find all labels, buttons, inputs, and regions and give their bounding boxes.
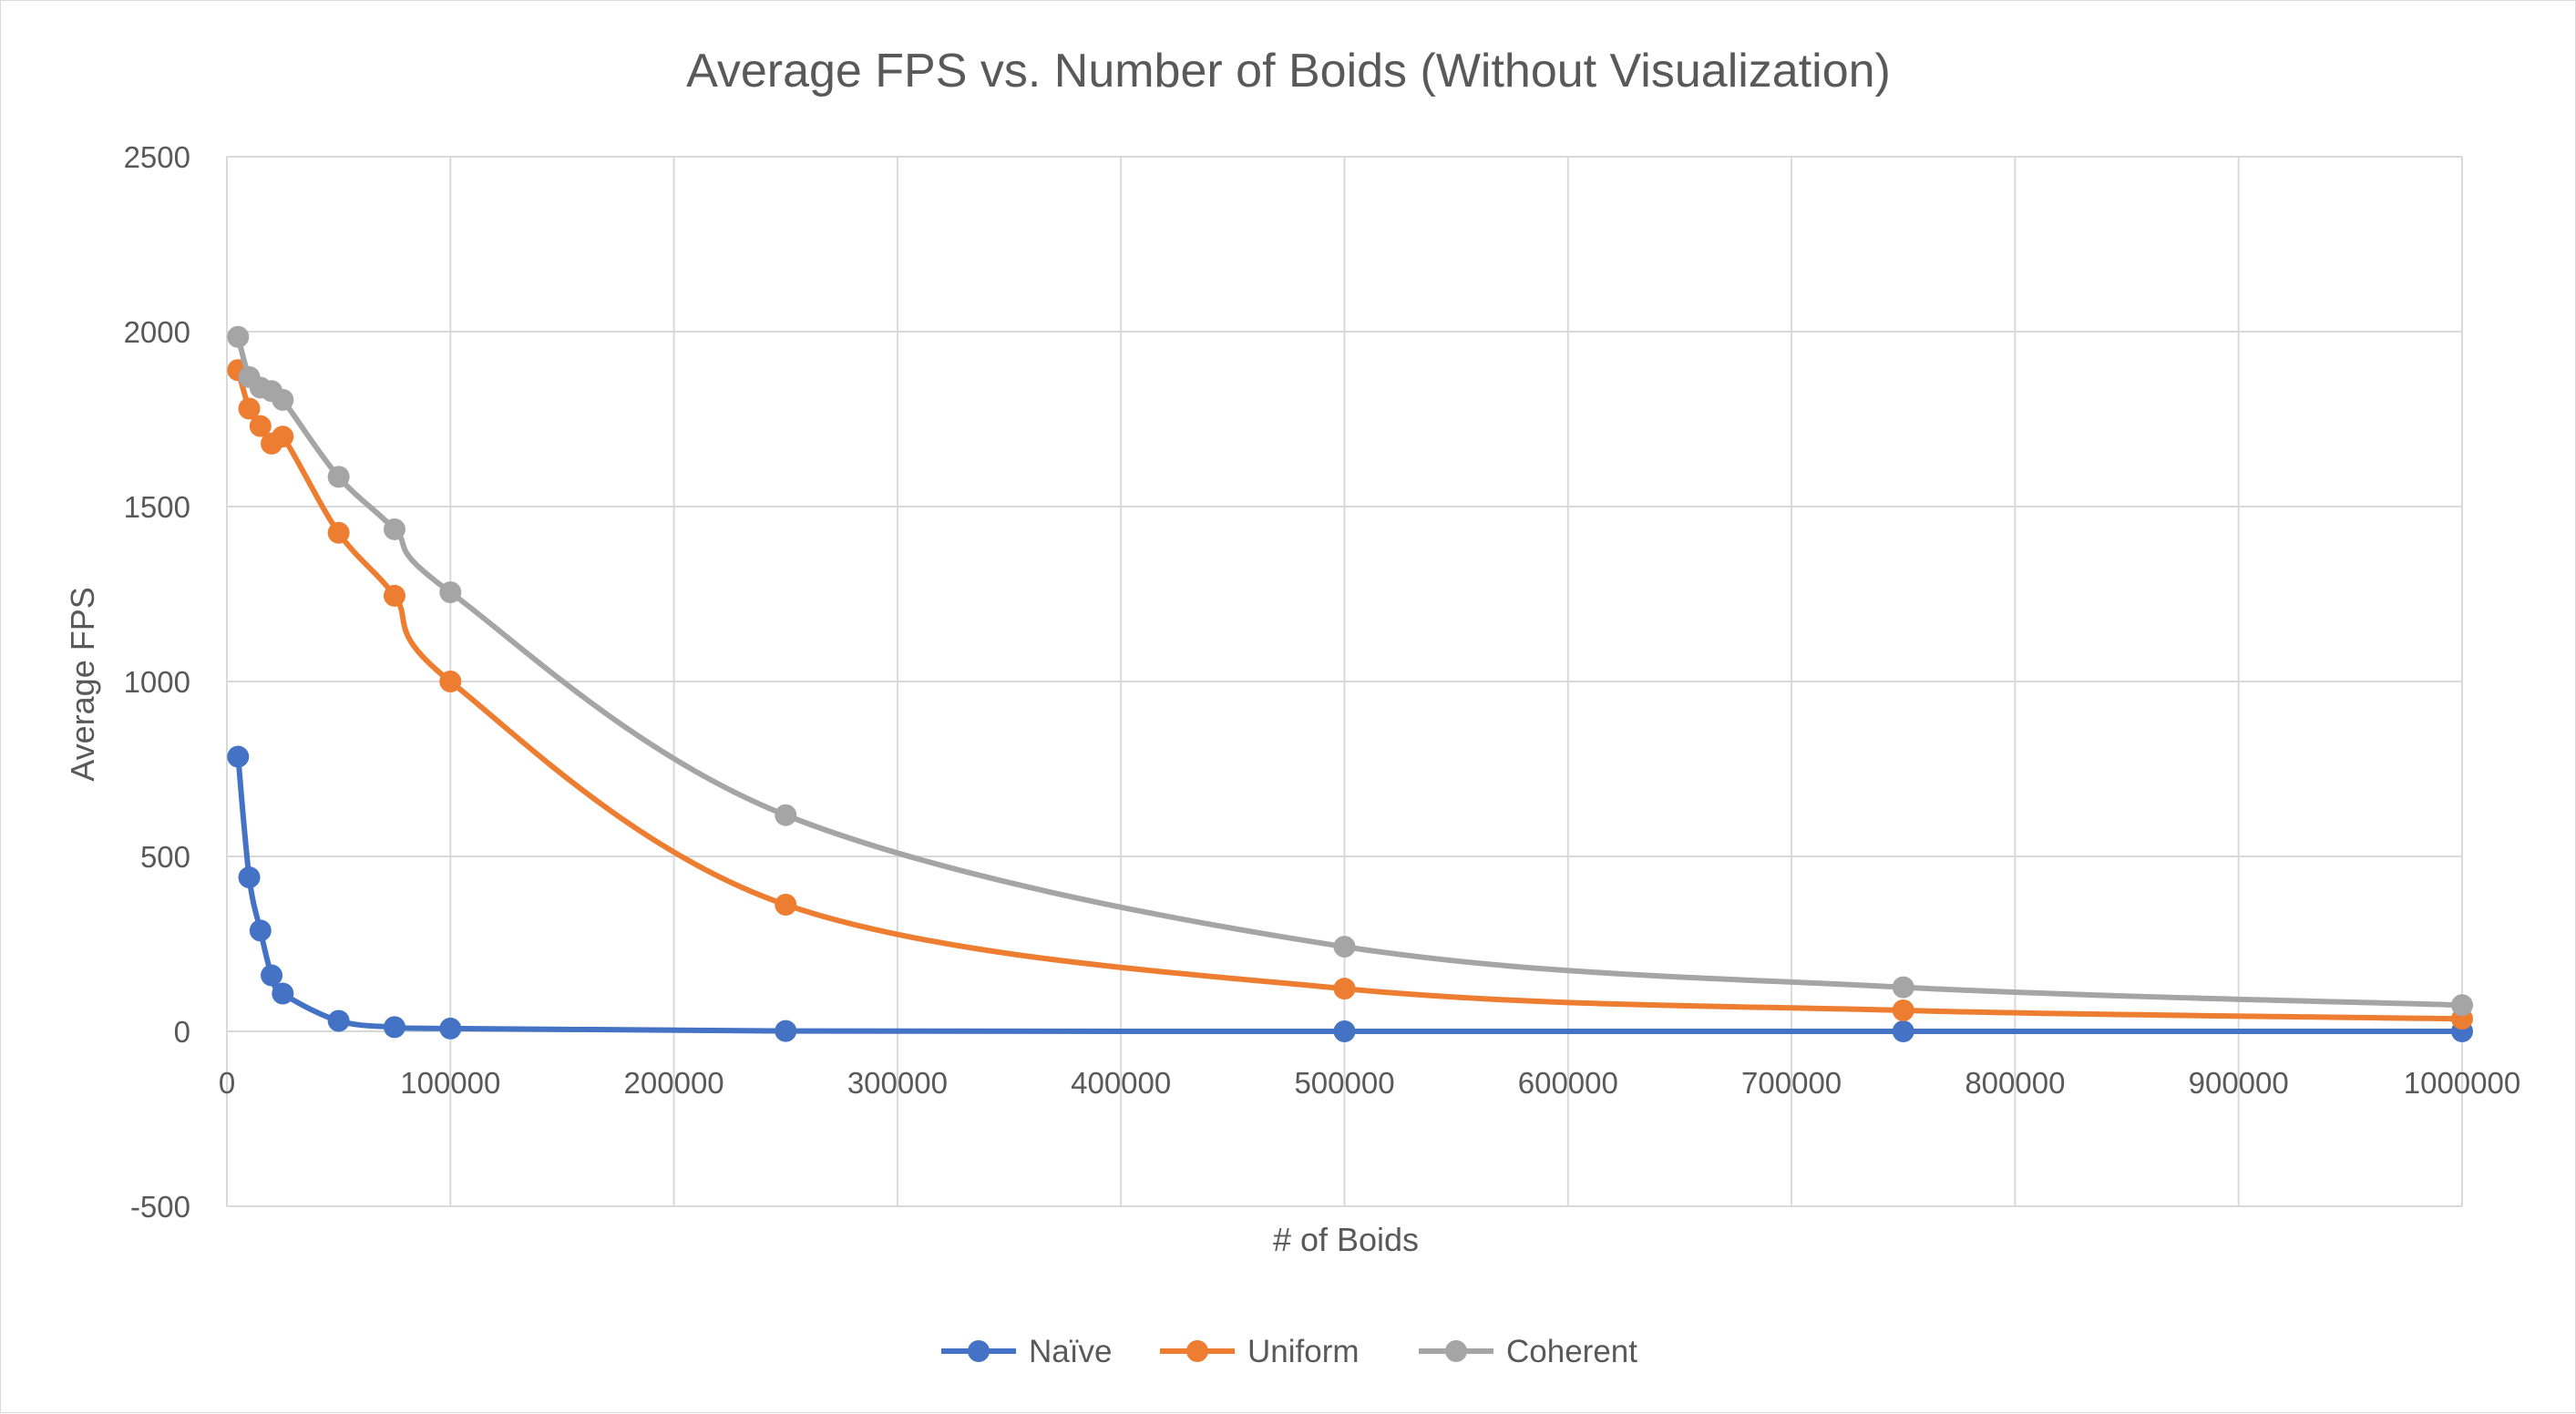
- x-tick-label-0: 0: [219, 1066, 235, 1100]
- series-line-1: [235, 367, 2465, 1022]
- data-point-1-8: [775, 893, 797, 916]
- data-point-0-9: [1333, 1020, 1356, 1042]
- data-point-2-0: [227, 325, 250, 348]
- data-point-2-4: [272, 388, 294, 411]
- data-point-2-6: [383, 517, 405, 540]
- series-line-2: [235, 333, 2465, 1009]
- x-tick-label-7: 700000: [1741, 1066, 1842, 1100]
- legend-label-0: Naïve: [1029, 1334, 1112, 1369]
- series-group: [227, 325, 2473, 1042]
- x-tick-label-9: 900000: [2189, 1066, 2289, 1100]
- data-point-2-10: [1892, 976, 1914, 999]
- x-axis-label: # of Boids: [1273, 1221, 1419, 1258]
- data-point-0-8: [775, 1020, 797, 1042]
- data-point-0-4: [272, 982, 294, 1005]
- y-axis-label: Average FPS: [64, 587, 101, 781]
- data-point-0-3: [261, 964, 283, 987]
- data-point-0-5: [327, 1009, 350, 1032]
- legend-item-2: Coherent: [1419, 1334, 1637, 1369]
- legend-marker-2: [1445, 1340, 1467, 1362]
- data-point-0-10: [1892, 1020, 1914, 1042]
- legend-item-1: Uniform: [1160, 1334, 1360, 1369]
- data-point-1-5: [327, 521, 350, 544]
- data-point-2-7: [439, 581, 462, 604]
- legend-marker-0: [968, 1340, 990, 1362]
- legend: Naïve Uniform Coherent: [941, 1334, 1637, 1369]
- y-axis-ticks: -500 0 500 1000 1500 2000 2500: [124, 140, 190, 1224]
- series-1: [227, 359, 2473, 1030]
- data-point-2-5: [327, 466, 350, 488]
- y-tick-label-3: 1000: [124, 665, 190, 699]
- data-point-1-4: [272, 425, 294, 448]
- data-point-1-6: [383, 584, 405, 607]
- y-tick-label-2: 500: [140, 840, 190, 874]
- data-point-1-7: [439, 671, 462, 692]
- y-tick-label-4: 1500: [124, 490, 190, 524]
- y-tick-label-1: 0: [174, 1015, 190, 1049]
- x-tick-label-1: 100000: [400, 1066, 500, 1100]
- legend-label-1: Uniform: [1247, 1334, 1360, 1369]
- data-point-0-0: [227, 745, 250, 768]
- x-tick-label-6: 600000: [1518, 1066, 1618, 1100]
- x-tick-label-10: 1000000: [2404, 1066, 2520, 1100]
- data-point-1-9: [1333, 978, 1356, 1000]
- legend-item-0: Naïve: [941, 1334, 1112, 1369]
- data-point-0-7: [439, 1017, 462, 1040]
- data-point-0-1: [238, 866, 261, 889]
- x-tick-label-2: 200000: [624, 1066, 724, 1100]
- data-point-2-8: [775, 804, 797, 826]
- data-point-0-2: [249, 919, 272, 942]
- y-tick-label-5: 2000: [124, 315, 190, 349]
- legend-label-2: Coherent: [1506, 1334, 1637, 1369]
- x-tick-label-8: 800000: [1965, 1066, 2065, 1100]
- x-axis-ticks: 0 100000 200000 300000 400000 500000 600000 700…: [219, 1066, 2520, 1100]
- y-tick-label-0: -500: [130, 1190, 190, 1224]
- x-tick-label-3: 300000: [847, 1066, 948, 1100]
- x-tick-label-5: 500000: [1294, 1066, 1394, 1100]
- data-point-1-2: [249, 415, 272, 437]
- data-point-2-9: [1333, 936, 1356, 958]
- series-line-0: [235, 753, 2465, 1035]
- y-tick-label-6: 2500: [124, 140, 190, 174]
- chart-title: Average FPS vs. Number of Boids (Without…: [686, 45, 1891, 97]
- series-2: [227, 325, 2473, 1017]
- x-tick-label-4: 400000: [1071, 1066, 1171, 1100]
- data-point-1-10: [1892, 999, 1914, 1021]
- legend-marker-1: [1186, 1340, 1208, 1362]
- data-point-2-11: [2451, 994, 2473, 1017]
- data-point-0-6: [383, 1016, 405, 1039]
- data-point-1-1: [238, 397, 261, 420]
